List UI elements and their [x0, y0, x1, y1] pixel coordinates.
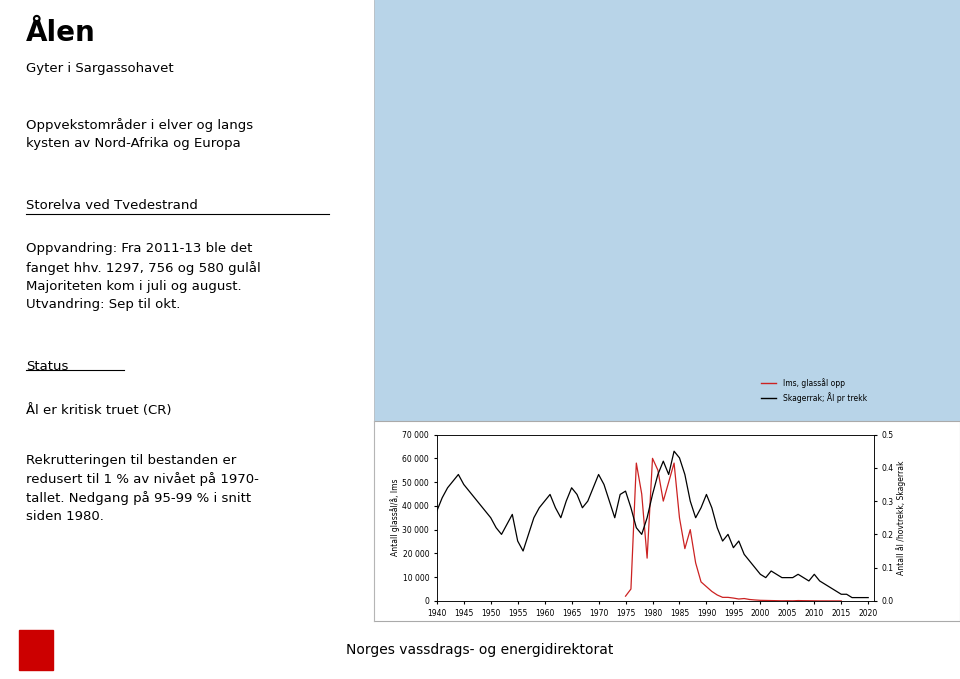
Text: Norges vassdrags- og energidirektorat: Norges vassdrags- og energidirektorat [347, 643, 613, 657]
Text: Storelva ved Tvedestrand: Storelva ved Tvedestrand [26, 199, 198, 212]
Text: Rekrutteringen til bestanden er
redusert til 1 % av nivået på 1970-
tallet. Nedg: Rekrutteringen til bestanden er redusert… [26, 454, 259, 524]
Bar [19, 630, 53, 670]
Text: Gyter i Sargassohavet: Gyter i Sargassohavet [26, 62, 174, 75]
Legend: Ims, glassål opp, Skagerrak; Ål pr trekk: Ims, glassål opp, Skagerrak; Ål pr trekk [758, 375, 870, 406]
Text: Status: Status [26, 361, 68, 373]
Text: Oppvekstområder i elver og langs
kysten av Nord-Afrika og Europa: Oppvekstområder i elver og langs kysten … [26, 118, 253, 150]
Text: Ål er kritisk truet (CR): Ål er kritisk truet (CR) [26, 404, 172, 417]
Y-axis label: Antall glassål/å, Ims: Antall glassål/å, Ims [390, 479, 399, 557]
Text: Oppvandring: Fra 2011-13 ble det
fanget hhv. 1297, 756 og 580 gulål
Majoriteten : Oppvandring: Fra 2011-13 ble det fanget … [26, 242, 261, 311]
Text: Ålen: Ålen [26, 18, 96, 47]
Y-axis label: Antall ål /hovtrekk, Skagerrak: Antall ål /hovtrekk, Skagerrak [896, 460, 906, 575]
